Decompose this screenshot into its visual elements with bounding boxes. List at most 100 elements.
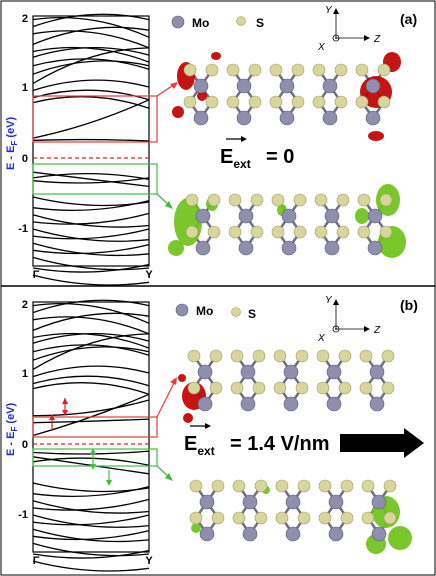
- cbm-pointer-head-b: [170, 377, 177, 385]
- ytick-2-b: 2: [22, 299, 28, 311]
- band-line: [32, 242, 150, 257]
- band-line: [32, 228, 150, 240]
- s-atom: [271, 193, 285, 207]
- band-line: [32, 46, 150, 63]
- s-atom: [232, 479, 246, 493]
- s-atom: [252, 381, 266, 395]
- band-line: [32, 263, 150, 273]
- band-line: [32, 344, 150, 356]
- band-line: [32, 58, 150, 70]
- band-line: [32, 333, 150, 370]
- mo-atom: [195, 208, 211, 224]
- mo-atom: [195, 240, 211, 256]
- ylabel-a: E - EF (eV): [5, 116, 19, 170]
- band-line: [32, 46, 150, 58]
- s-atom: [209, 349, 223, 363]
- mo-atom: [281, 240, 297, 256]
- band-line: [32, 514, 150, 528]
- s-atom: [183, 63, 197, 77]
- field-symbol-a: Eext: [220, 146, 251, 171]
- mo-atom: [281, 208, 297, 224]
- s-atom: [205, 63, 219, 77]
- mo-atom: [283, 396, 299, 412]
- band-lines-a: [32, 13, 150, 286]
- mo-atom: [197, 364, 213, 380]
- s-atom: [226, 95, 240, 109]
- band-line: [32, 274, 150, 286]
- mos2-structure-cbm-b: [178, 349, 395, 423]
- vbm-pointer-head-b: [165, 473, 173, 481]
- field-direction-arrow: [340, 428, 424, 458]
- z-axis-head-a: [364, 35, 370, 41]
- band-line: [32, 172, 150, 180]
- band-line: [32, 243, 150, 255]
- mo-atom: [324, 240, 340, 256]
- s-atom: [318, 511, 332, 525]
- panel-label-a: (a): [400, 11, 417, 27]
- band-line: [32, 228, 150, 242]
- xtick-gamma-b: Γ: [33, 555, 40, 567]
- isosurface-blob: [211, 52, 221, 60]
- mo-atom: [199, 494, 215, 510]
- mo-atom: [369, 364, 385, 380]
- z-axis-label-b: Z: [373, 325, 381, 336]
- s-atom: [381, 349, 395, 363]
- x-axis-center-a: [335, 37, 337, 39]
- s-atom: [211, 511, 225, 525]
- s-atom: [205, 95, 219, 109]
- s-atom: [383, 479, 397, 493]
- s-atom: [295, 381, 309, 395]
- s-atom: [275, 511, 289, 525]
- band-lines-b: [32, 299, 150, 572]
- s-atom: [183, 95, 197, 109]
- s-atom: [250, 225, 264, 239]
- s-atom: [361, 479, 375, 493]
- mo-atom: [279, 110, 295, 126]
- s-atom: [381, 381, 395, 395]
- x-axis-label-a: X: [317, 42, 325, 53]
- band-line: [32, 528, 150, 543]
- x-axis-center-b: [335, 328, 337, 330]
- isosurface-blob: [172, 106, 184, 118]
- s-atom: [291, 95, 305, 109]
- mo-atom: [240, 396, 256, 412]
- s-atom: [293, 193, 307, 207]
- mo-atom: [240, 364, 256, 380]
- s-atom: [185, 193, 199, 207]
- isosurface-blob: [355, 208, 369, 224]
- band-line: [32, 316, 150, 335]
- panel-a: 2 1 0 -1 Γ Y E - EF (eV) Mo S Y X Z (a) …: [5, 5, 417, 286]
- band-shift-arrows-green: [90, 448, 112, 486]
- band-line: [32, 138, 150, 142]
- s-atom: [189, 511, 203, 525]
- mo-atom: [328, 526, 344, 542]
- field-label-b: Eext = 1.4 V/nm: [184, 423, 424, 458]
- s-atom: [379, 225, 393, 239]
- x-axis-dot-b: [332, 325, 340, 333]
- mo-atom: [242, 526, 258, 542]
- mo-atom: [328, 494, 344, 510]
- s-atom: [312, 95, 326, 109]
- band-line: [32, 214, 150, 228]
- s-atom: [355, 95, 369, 109]
- s-atom: [273, 381, 287, 395]
- s-atom: [271, 225, 285, 239]
- s-atom: [226, 63, 240, 77]
- s-atom: [228, 193, 242, 207]
- band-line: [32, 17, 150, 38]
- band-line: [32, 485, 150, 498]
- x-axis-dot-a: [332, 34, 340, 42]
- ytick-0-a: 0: [22, 153, 28, 165]
- isosurface-blob: [183, 413, 193, 423]
- s-atom: [230, 349, 244, 363]
- mo-atom: [283, 364, 299, 380]
- ytick-1-b: 1: [22, 368, 28, 380]
- s-atom: [312, 63, 326, 77]
- s-legend-label-b: S: [248, 307, 256, 321]
- panel-b: 2 1 0 -1 Γ Y E - EF (eV) Mo S Y X Z (b) …: [5, 295, 424, 572]
- band-line: [32, 399, 150, 417]
- s-atom: [336, 193, 350, 207]
- band-line: [32, 26, 150, 46]
- mos2-structure-vbm-a: [168, 184, 406, 258]
- s-atom: [355, 63, 369, 77]
